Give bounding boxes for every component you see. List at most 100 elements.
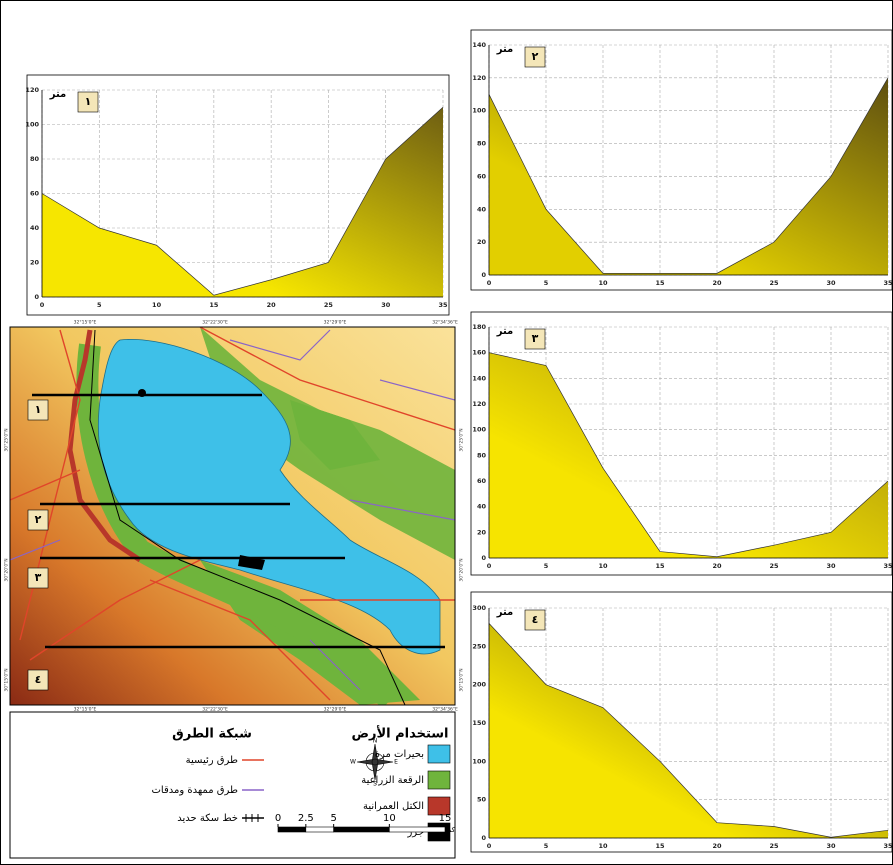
y-axis-label: متر [496,326,514,337]
y-tick-label: 0 [481,271,486,279]
legend-swatch [428,771,450,789]
y-tick-label: 300 [472,604,486,612]
scale-segment [278,827,306,832]
y-tick-label: 140 [472,374,486,382]
legend-label: الرقعة الزراعية [361,775,424,786]
coord-label: 32°29'0"E [324,707,347,713]
y-tick-label: 20 [477,528,487,536]
coord-label: 32°15'0"E [74,320,97,326]
scale-label: 15 [439,813,452,824]
legend-title: شبكة الطرق [172,727,252,742]
x-tick-label: 35 [883,842,893,850]
y-tick-label: 150 [472,719,486,727]
y-tick-label: 0 [481,834,486,842]
x-tick-label: 20 [712,279,722,287]
map [10,327,455,705]
map-profile-label: ١ [35,403,42,416]
x-tick-label: 0 [487,279,492,287]
figure: استخدام الأرض شبكة الطرق 020406080100120… [0,0,893,865]
coord-label: 32°34'36"E [432,320,458,326]
map-profile-label: ٤ [35,673,42,686]
x-tick-label: 20 [712,842,722,850]
y-tick-label: 120 [472,400,486,408]
x-tick-label: 0 [40,301,45,309]
y-tick-label: 250 [472,642,486,650]
profile-number: ٢ [532,50,539,63]
profile-number: ٤ [532,613,539,626]
x-tick-label: 15 [655,842,665,850]
y-tick-label: 180 [472,323,486,331]
y-tick-label: 40 [477,205,487,213]
coord-label: 30°20'0"N [459,558,465,581]
scale-label: 2.5 [298,813,314,824]
legend-swatch [428,745,450,763]
compass-label: E [394,759,398,766]
x-tick-label: 35 [883,562,893,570]
y-tick-label: 100 [25,121,39,129]
legend-label: بحيرات مرة [375,749,424,760]
scale-label: 10 [383,813,396,824]
y-tick-label: 160 [472,349,486,357]
x-tick-label: 10 [598,279,608,287]
y-tick-label: 80 [30,155,40,163]
x-tick-label: 25 [769,279,779,287]
x-tick-label: 5 [97,301,102,309]
profile-number: ١ [85,95,92,108]
y-axis-label: متر [496,607,514,618]
y-tick-label: 20 [477,238,487,246]
y-axis-label: متر [496,44,514,55]
scale-segment [389,827,445,832]
scale-label: 5 [330,813,336,824]
scale-unit: كم [447,826,456,834]
legend-title: استخدام الأرض [351,725,448,742]
y-tick-label: 0 [34,293,39,301]
map-profile-label: ٣ [35,571,42,584]
coord-label: 30°15'0"N [459,668,465,691]
x-tick-label: 30 [826,562,836,570]
x-tick-label: 10 [598,562,608,570]
x-tick-label: 25 [769,842,779,850]
x-tick-label: 5 [544,842,549,850]
y-tick-label: 60 [477,172,487,180]
coord-label: 32°34'36"E [432,707,458,713]
y-tick-label: 60 [30,190,40,198]
legend-label: طرق رئيسية [186,755,238,766]
y-tick-label: 0 [481,554,486,562]
x-tick-label: 30 [826,842,836,850]
x-tick-label: 35 [883,279,893,287]
y-tick-label: 140 [472,41,486,49]
legend-label: الكتل العمرانية [363,801,424,812]
coord-label: 30°20'0"N [4,558,10,581]
x-tick-label: 5 [544,562,549,570]
x-tick-label: 15 [655,562,665,570]
y-tick-label: 100 [472,426,486,434]
y-tick-label: 120 [25,86,39,94]
x-tick-label: 30 [381,301,391,309]
y-tick-label: 100 [472,107,486,115]
coord-label: 32°15'0"E [74,707,97,713]
coord-label: 32°29'0"E [324,320,347,326]
coord-label: 30°25'0"N [459,428,465,451]
x-tick-label: 15 [209,301,219,309]
compass-label: W [350,759,356,766]
x-tick-label: 25 [324,301,334,309]
coord-label: 30°25'0"N [4,428,10,451]
legend-label: خط سكة حديد [177,813,238,824]
scale-label: 0 [275,813,281,824]
y-tick-label: 200 [472,681,486,689]
x-tick-label: 0 [487,562,492,570]
compass-label: S [373,781,377,788]
coord-label: 30°15'0"N [4,668,10,691]
x-tick-label: 10 [152,301,162,309]
map-profile-label: ٢ [35,513,42,526]
y-tick-label: 80 [477,140,487,148]
y-tick-label: 20 [30,259,40,267]
x-tick-label: 10 [598,842,608,850]
profile-number: ٣ [532,332,539,345]
x-tick-label: 15 [655,279,665,287]
y-tick-label: 40 [477,503,487,511]
x-tick-label: 30 [826,279,836,287]
y-tick-label: 60 [477,477,487,485]
legend-label: طرق ممهدة ومدقات [151,785,238,796]
x-tick-label: 0 [487,842,492,850]
